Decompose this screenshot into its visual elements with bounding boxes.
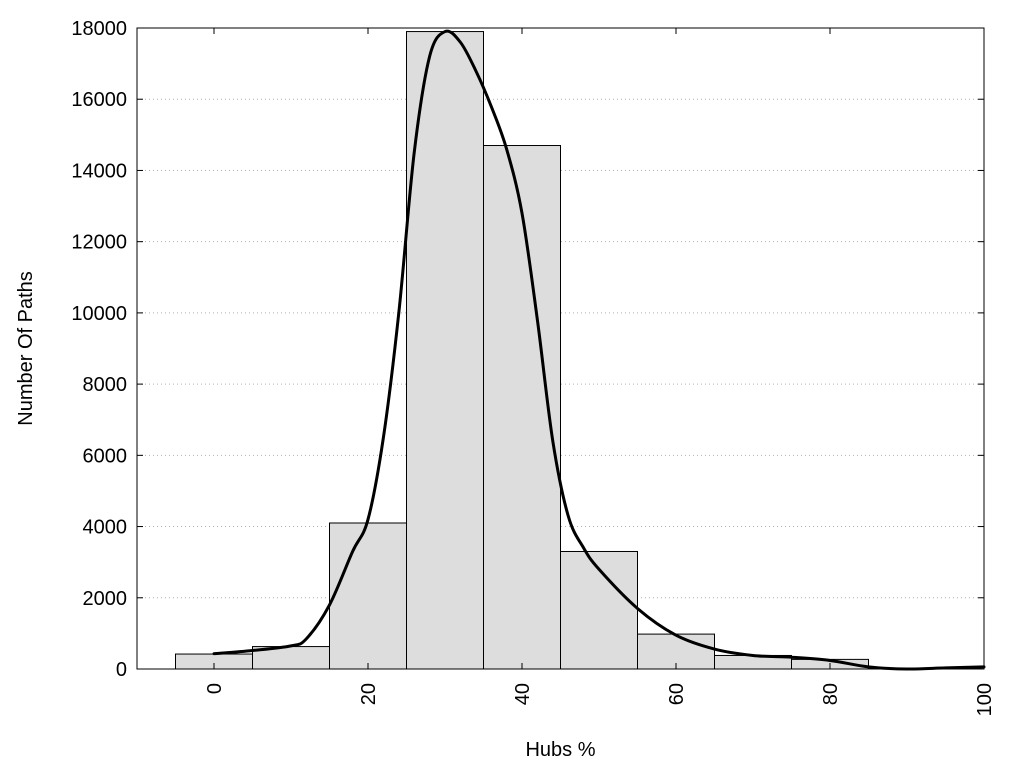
density-curve-line	[212, 29, 986, 671]
y-tick-label: 16000	[71, 89, 127, 111]
y-tick-label: 8000	[83, 374, 128, 396]
y-tick-label: 10000	[71, 303, 127, 325]
x-tick-label: 40	[512, 683, 534, 705]
y-tick-label: 18000	[71, 18, 127, 40]
y-tick-label: 2000	[83, 588, 128, 610]
y-tick-label: 14000	[71, 160, 127, 182]
histogram-bar	[329, 522, 407, 670]
plot-frame	[136, 27, 985, 670]
y-tick-label: 0	[116, 659, 127, 681]
y-tick-label: 6000	[83, 445, 128, 467]
y-tick-label: 12000	[71, 232, 127, 254]
y-axis-ticks: 0 2000 4000 6000 8000 10000 12000 14000 16000 180…	[71, 18, 984, 681]
x-tick-label: 60	[666, 683, 688, 705]
x-axis-title: Hubs %	[525, 739, 595, 761]
bars	[175, 31, 869, 670]
x-tick-label: 20	[358, 683, 380, 705]
x-tick-label: 80	[820, 683, 842, 705]
y-tick-label: 4000	[83, 517, 128, 539]
density-curve	[212, 29, 986, 671]
x-axis-ticks: 0 20 40 60 80 100	[204, 28, 996, 716]
x-tick-label: 0	[204, 683, 226, 694]
y-axis-title: Number Of Paths	[15, 271, 37, 426]
x-tick-label: 100	[974, 683, 996, 716]
